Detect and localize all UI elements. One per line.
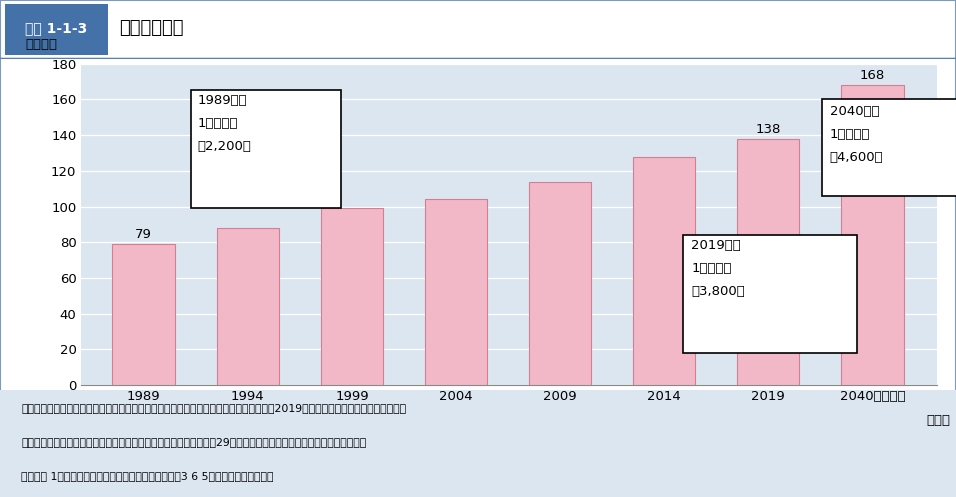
Bar [841, 85, 903, 385]
Text: （年）: （年） [926, 414, 950, 427]
Text: 資料：厚生労働省政策統括官付参事官付人口動態・保健社会統計室「人口動態統計」（2019年については月報年計（概数））、: 資料：厚生労働省政策統括官付参事官付人口動態・保健社会統計室「人口動態統計」（2… [21, 403, 406, 413]
FancyBboxPatch shape [683, 235, 857, 353]
Text: 1989年：
1日当たり
約2,200人: 1989年： 1日当たり 約2,200人 [198, 94, 251, 153]
Text: 2040年：
1日当たり
約4,600人: 2040年： 1日当たり 約4,600人 [830, 105, 883, 164]
Text: 図表 1-1-3: 図表 1-1-3 [25, 21, 88, 35]
Text: （万人）: （万人） [26, 38, 57, 51]
FancyBboxPatch shape [822, 99, 956, 196]
Bar [320, 208, 383, 385]
Bar [737, 139, 799, 385]
Text: 168: 168 [859, 70, 885, 83]
FancyBboxPatch shape [190, 90, 341, 208]
Text: 2019年：
1日当たり
約3,800人: 2019年： 1日当たり 約3,800人 [691, 239, 745, 298]
Bar [113, 244, 175, 385]
Bar [217, 228, 279, 385]
Text: 国立社会保障・人口問題研究所「日本の将来推計人口（平成29年推計）」における出生中位・死亡中位推計。: 国立社会保障・人口問題研究所「日本の将来推計人口（平成29年推計）」における出生… [21, 437, 366, 447]
Text: 死亡数の推移: 死亡数の推移 [120, 19, 184, 37]
Bar [633, 157, 695, 385]
Bar [5, 4, 108, 55]
Bar [529, 181, 592, 385]
Text: （注）　 1日当たり人数については、各年の死亡数を3 6 5で除した概数である。: （注） 1日当たり人数については、各年の死亡数を3 6 5で除した概数である。 [21, 471, 273, 482]
Text: 79: 79 [136, 228, 152, 242]
Text: 138: 138 [755, 123, 781, 136]
Bar [424, 199, 488, 385]
